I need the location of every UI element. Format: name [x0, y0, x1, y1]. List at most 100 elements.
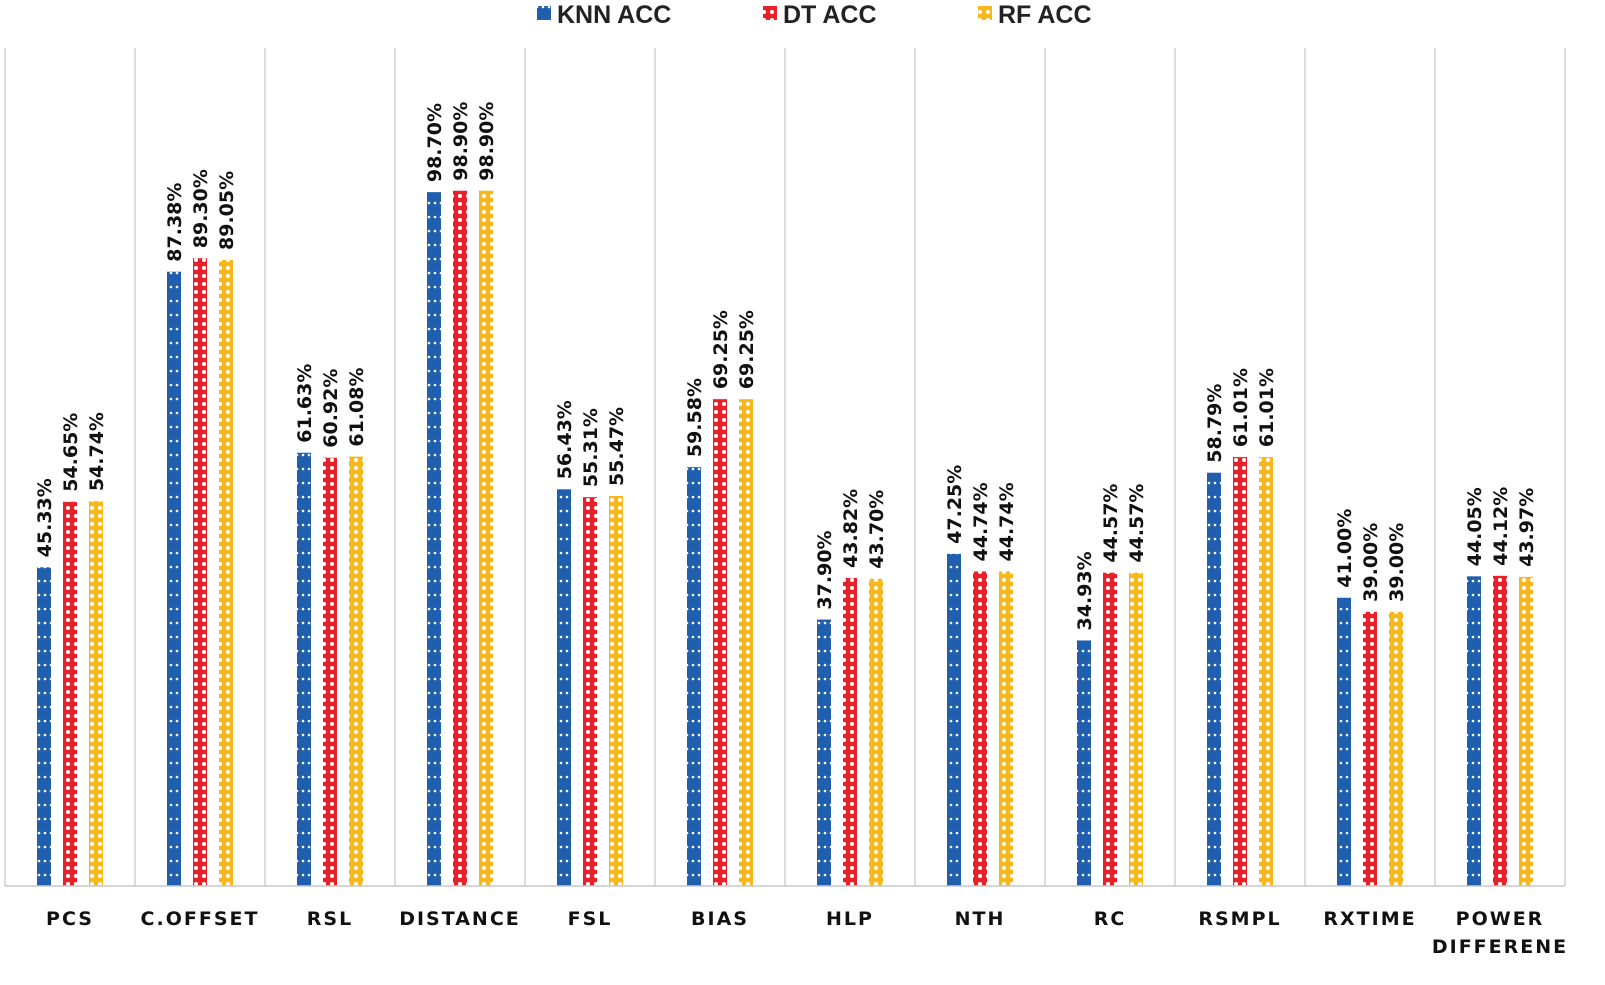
- data-label: 98.70%: [424, 103, 446, 182]
- data-label: 41.00%: [1334, 509, 1356, 588]
- bar-dt-acc: [1493, 575, 1507, 886]
- data-label: 37.90%: [814, 530, 836, 609]
- legend-item-1: KNN ACC: [537, 1, 671, 29]
- bar-dt-acc: [973, 571, 987, 886]
- data-labels: 45.33%54.65% 54.74% 87.38% 89.30% 89.05% 61.6…: [34, 102, 1538, 631]
- bar-knn-acc: [427, 192, 441, 886]
- data-label: 58.79%: [1204, 384, 1226, 463]
- bar-rf-acc: [1389, 611, 1403, 886]
- data-label: 44.57%: [1126, 484, 1148, 563]
- bar-rf-acc: [219, 259, 233, 886]
- data-label: 34.93%: [1074, 551, 1096, 630]
- data-label: 54.74%: [86, 412, 108, 491]
- bar-dt-acc: [1363, 611, 1377, 886]
- data-label: 89.30%: [190, 169, 212, 248]
- data-label: 43.97%: [1516, 488, 1538, 567]
- data-label: 89.05%: [216, 171, 238, 250]
- bar-rf-acc: [739, 399, 753, 886]
- data-label: 43.70%: [866, 490, 888, 569]
- legend-swatch: [537, 6, 551, 20]
- x-tick-label: POWER: [1456, 908, 1545, 930]
- legend-label: RF ACC: [998, 1, 1092, 29]
- data-label: 44.12%: [1490, 487, 1512, 566]
- bar-dt-acc: [583, 497, 597, 886]
- data-label: 61.08%: [346, 367, 368, 446]
- bar-rf-acc: [1129, 572, 1143, 886]
- bar-knn-acc: [1467, 576, 1481, 886]
- bar-rf-acc: [1259, 457, 1273, 886]
- x-tick-label: RXTIME: [1323, 908, 1416, 930]
- bar-rf-acc: [89, 501, 103, 886]
- bar-dt-acc: [193, 258, 207, 886]
- legend-label: DT ACC: [783, 1, 877, 29]
- x-tick-label: RSMPL: [1198, 908, 1281, 930]
- x-tick-label: NTH: [955, 908, 1006, 930]
- data-label: 47.25%: [944, 465, 966, 544]
- x-tick-label: RC: [1094, 908, 1127, 930]
- bar-knn-acc: [1077, 640, 1091, 886]
- bar-knn-acc: [167, 271, 181, 886]
- x-tick-label: DIFFERENE: [1432, 936, 1568, 958]
- data-label: 69.25%: [736, 310, 758, 389]
- data-label: 98.90%: [476, 102, 498, 181]
- legend-swatch: [978, 6, 992, 20]
- bars: [37, 190, 1533, 886]
- bar-knn-acc: [37, 567, 51, 886]
- data-label: 98.90%: [450, 102, 472, 181]
- legend-label: KNN ACC: [557, 1, 671, 29]
- x-tick-label: FSL: [568, 908, 613, 930]
- x-tick-label: C.OFFSET: [141, 908, 260, 930]
- legend-item-3: RF ACC: [978, 1, 1092, 29]
- x-tick-label: DISTANCE: [399, 908, 521, 930]
- data-label: 60.92%: [320, 369, 342, 448]
- data-label: 55.31%: [580, 408, 602, 487]
- legend: KNN ACC DT ACC RF ACC: [537, 1, 1092, 29]
- bar-rf-acc: [1519, 576, 1533, 886]
- x-axis: PCS C.OFFSET RSL DISTANCE FSL BIAS HLP NTH RC RSM…: [5, 885, 1568, 958]
- bar-rf-acc: [349, 456, 363, 886]
- data-label: 61.63%: [294, 364, 316, 443]
- data-label: 55.47%: [606, 407, 628, 486]
- category-dividers: [4, 48, 1566, 886]
- data-label: 44.57%: [1100, 484, 1122, 563]
- data-label: 45.33%: [34, 478, 56, 557]
- bar-rf-acc: [999, 571, 1013, 886]
- bar-knn-acc: [1207, 472, 1221, 886]
- data-label: 61.01%: [1230, 368, 1252, 447]
- bar-rf-acc: [609, 496, 623, 886]
- bar-dt-acc: [1233, 457, 1247, 886]
- data-label: 39.00%: [1386, 523, 1408, 602]
- data-label: 44.05%: [1464, 487, 1486, 566]
- x-tick-label: BIAS: [691, 908, 749, 930]
- bar-knn-acc: [687, 467, 701, 886]
- data-label: 39.00%: [1360, 523, 1382, 602]
- bar-dt-acc: [323, 457, 337, 886]
- legend-swatch: [763, 6, 777, 20]
- data-label: 59.58%: [684, 378, 706, 457]
- data-label: 61.01%: [1256, 368, 1278, 447]
- data-label: 56.43%: [554, 400, 576, 479]
- x-tick-label: RSL: [307, 908, 353, 930]
- data-label: 54.65%: [60, 413, 82, 492]
- bar-dt-acc: [63, 501, 77, 886]
- bar-knn-acc: [1337, 597, 1351, 886]
- bar-knn-acc: [947, 553, 961, 886]
- bar-rf-acc: [479, 190, 493, 886]
- bar-knn-acc: [297, 452, 311, 886]
- bar-dt-acc: [843, 577, 857, 886]
- data-label: 44.74%: [970, 482, 992, 561]
- x-tick-label: HLP: [826, 908, 874, 930]
- data-label: 44.74%: [996, 482, 1018, 561]
- bar-knn-acc: [557, 489, 571, 886]
- legend-item-2: DT ACC: [763, 1, 877, 29]
- bar-dt-acc: [453, 190, 467, 886]
- bar-knn-acc: [817, 619, 831, 886]
- bar-rf-acc: [869, 578, 883, 886]
- data-label: 43.82%: [840, 489, 862, 568]
- data-label: 69.25%: [710, 310, 732, 389]
- data-label: 87.38%: [164, 183, 186, 262]
- bar-dt-acc: [713, 399, 727, 886]
- x-tick-label: PCS: [46, 908, 94, 930]
